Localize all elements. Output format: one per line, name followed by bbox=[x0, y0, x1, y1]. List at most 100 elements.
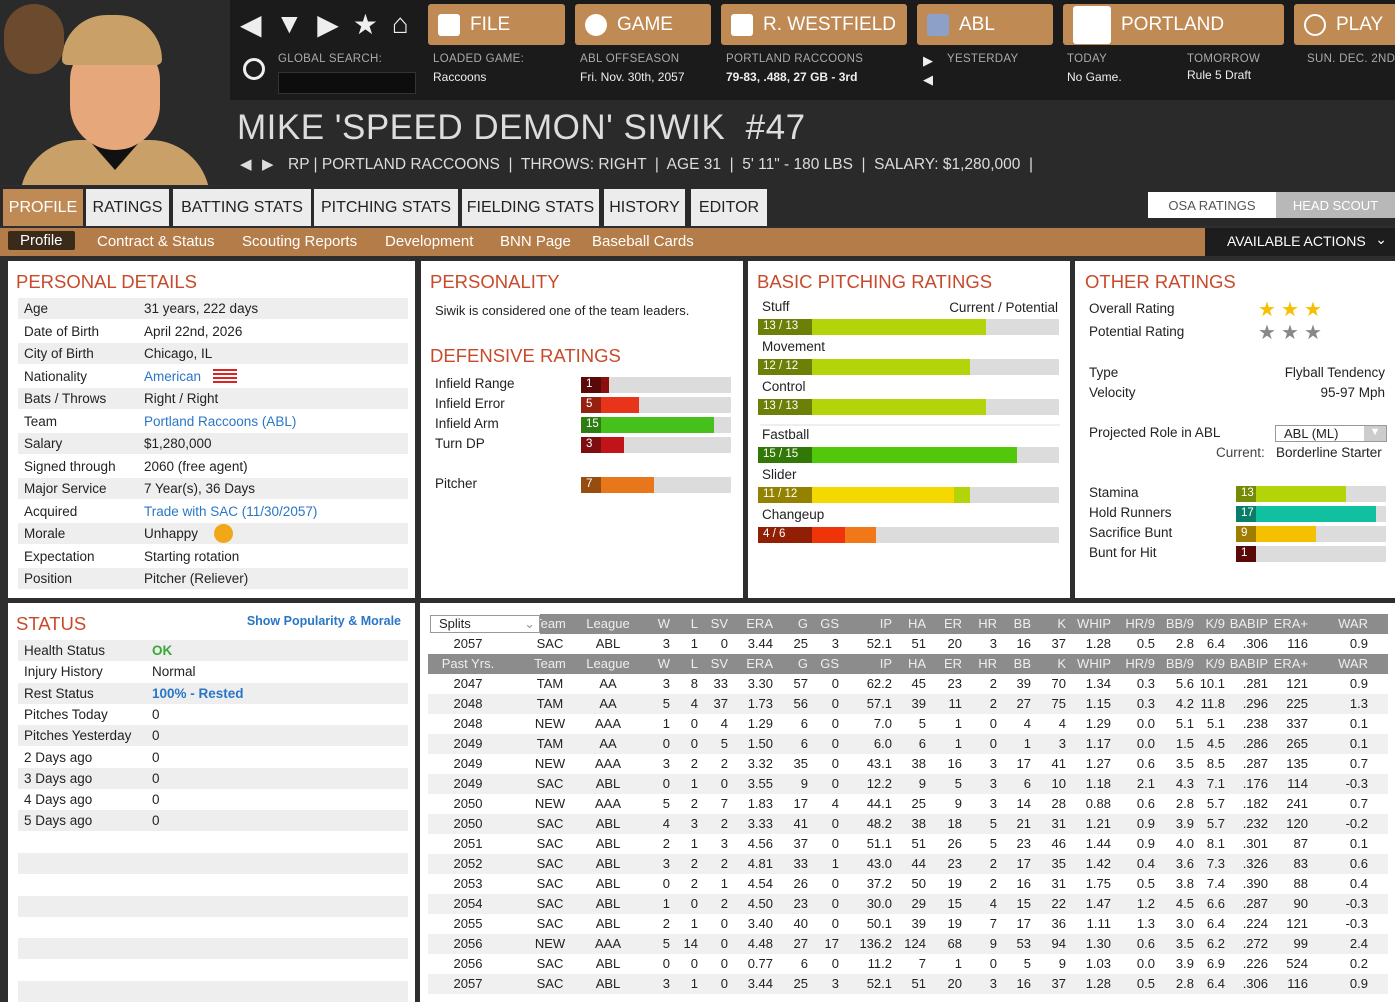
team-button[interactable]: PORTLAND bbox=[1063, 4, 1284, 45]
table-cell[interactable]: HR/9 bbox=[1125, 616, 1155, 631]
table-cell[interactable]: K bbox=[1057, 616, 1066, 631]
table-cell[interactable]: ERA+ bbox=[1273, 616, 1308, 631]
table-cell[interactable]: ER bbox=[943, 656, 962, 671]
game-button[interactable]: GAME bbox=[575, 4, 711, 45]
table-cell[interactable]: HR bbox=[978, 616, 997, 631]
table-cell: AAA bbox=[594, 756, 621, 771]
search-icon[interactable] bbox=[243, 58, 265, 80]
table-cell[interactable]: League bbox=[586, 616, 630, 631]
table-cell[interactable]: L bbox=[690, 616, 698, 631]
table-row: 2056 SAC ABL 0 0 0 0.77 6 0 11.2 7 1 0 5 9 1.03 0.0 3.9 6.… bbox=[428, 954, 1388, 974]
table-cell[interactable]: HR bbox=[978, 656, 997, 671]
tab-batting-stats[interactable]: BATTING STATS bbox=[173, 189, 311, 226]
table-cell: 8.5 bbox=[1206, 756, 1225, 771]
table-cell[interactable]: SV bbox=[710, 656, 728, 671]
table-cell[interactable]: HR/9 bbox=[1125, 656, 1155, 671]
current-fill bbox=[758, 359, 970, 375]
table-cell[interactable]: BABIP bbox=[1229, 616, 1268, 631]
tab-ratings[interactable]: RATINGS bbox=[86, 189, 169, 226]
league-button[interactable]: ABL bbox=[917, 4, 1053, 45]
table-cell[interactable]: HA bbox=[907, 616, 926, 631]
table-cell[interactable]: G bbox=[797, 656, 808, 671]
table-cell[interactable]: K/9 bbox=[1205, 656, 1225, 671]
table-cell[interactable]: BB bbox=[1013, 616, 1031, 631]
prev-day-arrow-icon[interactable]: ◀ bbox=[923, 72, 933, 87]
table-cell: 0.7 bbox=[1349, 756, 1368, 771]
league-level-select[interactable]: ABL (ML) ▼ bbox=[1275, 425, 1387, 442]
head-scout-toggle[interactable]: HEAD SCOUT bbox=[1276, 192, 1395, 218]
chevron-down-icon: ⌄ bbox=[1375, 231, 1387, 247]
splits-select[interactable]: Splits ⌄ bbox=[430, 615, 540, 633]
table-cell[interactable]: IP bbox=[879, 656, 892, 671]
global-search-input[interactable] bbox=[278, 72, 416, 94]
table-cell: 11.2 bbox=[867, 956, 892, 971]
table-cell[interactable]: K/9 bbox=[1205, 616, 1225, 631]
show-popularity-morale-link[interactable]: Show Popularity & Morale bbox=[246, 614, 401, 628]
table-cell[interactable]: BABIP bbox=[1229, 656, 1268, 671]
osa-ratings-toggle[interactable]: OSA RATINGS bbox=[1148, 192, 1276, 218]
table-cell: 2.8 bbox=[1175, 796, 1194, 811]
subnav-bnn-page[interactable]: BNN Page bbox=[500, 233, 571, 250]
subnav-baseball-cards[interactable]: Baseball Cards bbox=[592, 233, 694, 250]
table-cell[interactable]: League bbox=[586, 656, 630, 671]
detail-value[interactable]: Portland Raccoons (ABL) bbox=[144, 413, 297, 429]
next-player-icon[interactable]: ▶ bbox=[262, 156, 274, 173]
tab-history[interactable]: HISTORY bbox=[604, 189, 685, 226]
home-icon[interactable]: ⌂ bbox=[391, 8, 409, 39]
table-cell: 5.1 bbox=[1206, 716, 1225, 731]
table-cell[interactable]: Team bbox=[534, 616, 566, 631]
table-cell: 4 bbox=[720, 716, 728, 731]
table-cell[interactable]: L bbox=[690, 656, 698, 671]
file-button[interactable]: FILE bbox=[428, 4, 565, 45]
table-cell[interactable]: WAR bbox=[1338, 656, 1368, 671]
table-cell[interactable]: GS bbox=[820, 616, 839, 631]
tab-fielding-stats[interactable]: FIELDING STATS bbox=[462, 189, 599, 226]
prev-player-icon[interactable]: ◀ bbox=[240, 156, 252, 173]
table-cell[interactable]: W bbox=[657, 616, 670, 631]
subnav-contract-status[interactable]: Contract & Status bbox=[97, 233, 215, 250]
subnav-scouting-reports[interactable]: Scouting Reports bbox=[242, 233, 358, 250]
table-cell: 6.2 bbox=[1206, 936, 1225, 951]
table-cell[interactable]: ER bbox=[943, 616, 962, 631]
table-cell: 114 bbox=[1287, 776, 1308, 791]
subnav-profile[interactable]: Profile bbox=[8, 231, 75, 250]
table-cell: 0 bbox=[662, 876, 670, 891]
table-cell: 3.6 bbox=[1175, 856, 1194, 871]
table-cell[interactable]: ERA+ bbox=[1273, 656, 1308, 671]
available-actions-button[interactable]: AVAILABLE ACTIONS ⌄ bbox=[1205, 228, 1395, 256]
table-cell: 1 bbox=[954, 956, 962, 971]
table-cell[interactable]: Team bbox=[534, 656, 566, 671]
table-cell[interactable]: WAR bbox=[1338, 616, 1368, 631]
table-cell: 0 bbox=[989, 736, 997, 751]
forward-arrow-icon[interactable]: ▶ bbox=[317, 9, 339, 40]
subnav-development[interactable]: Development bbox=[385, 233, 474, 250]
table-cell[interactable]: BB/9 bbox=[1165, 656, 1194, 671]
tab-profile[interactable]: PROFILE bbox=[3, 189, 83, 226]
dropdown-arrow-icon[interactable]: ▼ bbox=[275, 8, 304, 39]
table-cell[interactable]: BB/9 bbox=[1165, 616, 1194, 631]
next-day-arrow-icon[interactable]: ▶ bbox=[923, 53, 933, 68]
detail-value[interactable]: American bbox=[144, 368, 202, 384]
play-button[interactable]: PLAY bbox=[1294, 4, 1395, 45]
manager-button[interactable]: R. WESTFIELD bbox=[721, 4, 907, 45]
table-cell[interactable]: G bbox=[797, 616, 808, 631]
table-cell[interactable]: W bbox=[657, 656, 670, 671]
tomorrow-value: Rule 5 Draft bbox=[1187, 68, 1252, 82]
table-cell[interactable]: IP bbox=[879, 616, 892, 631]
star-icon[interactable]: ★ bbox=[352, 9, 378, 40]
table-cell[interactable]: K bbox=[1057, 656, 1066, 671]
table-cell: 53 bbox=[1016, 936, 1031, 951]
table-cell[interactable]: ERA bbox=[746, 656, 773, 671]
table-cell[interactable]: WHIP bbox=[1077, 616, 1111, 631]
tab-editor[interactable]: EDITOR bbox=[691, 189, 767, 226]
table-cell[interactable]: BB bbox=[1013, 656, 1031, 671]
table-cell[interactable]: GS bbox=[820, 656, 839, 671]
table-cell[interactable]: WHIP bbox=[1077, 656, 1111, 671]
back-arrow-icon[interactable]: ◀ bbox=[240, 9, 262, 40]
table-cell[interactable]: HA bbox=[907, 656, 926, 671]
table-cell: 8.1 bbox=[1206, 836, 1225, 851]
tab-pitching-stats[interactable]: PITCHING STATS bbox=[314, 189, 458, 226]
table-cell[interactable]: SV bbox=[710, 616, 728, 631]
table-cell[interactable]: ERA bbox=[746, 616, 773, 631]
detail-value[interactable]: Trade with SAC (11/30/2057) bbox=[144, 503, 318, 519]
